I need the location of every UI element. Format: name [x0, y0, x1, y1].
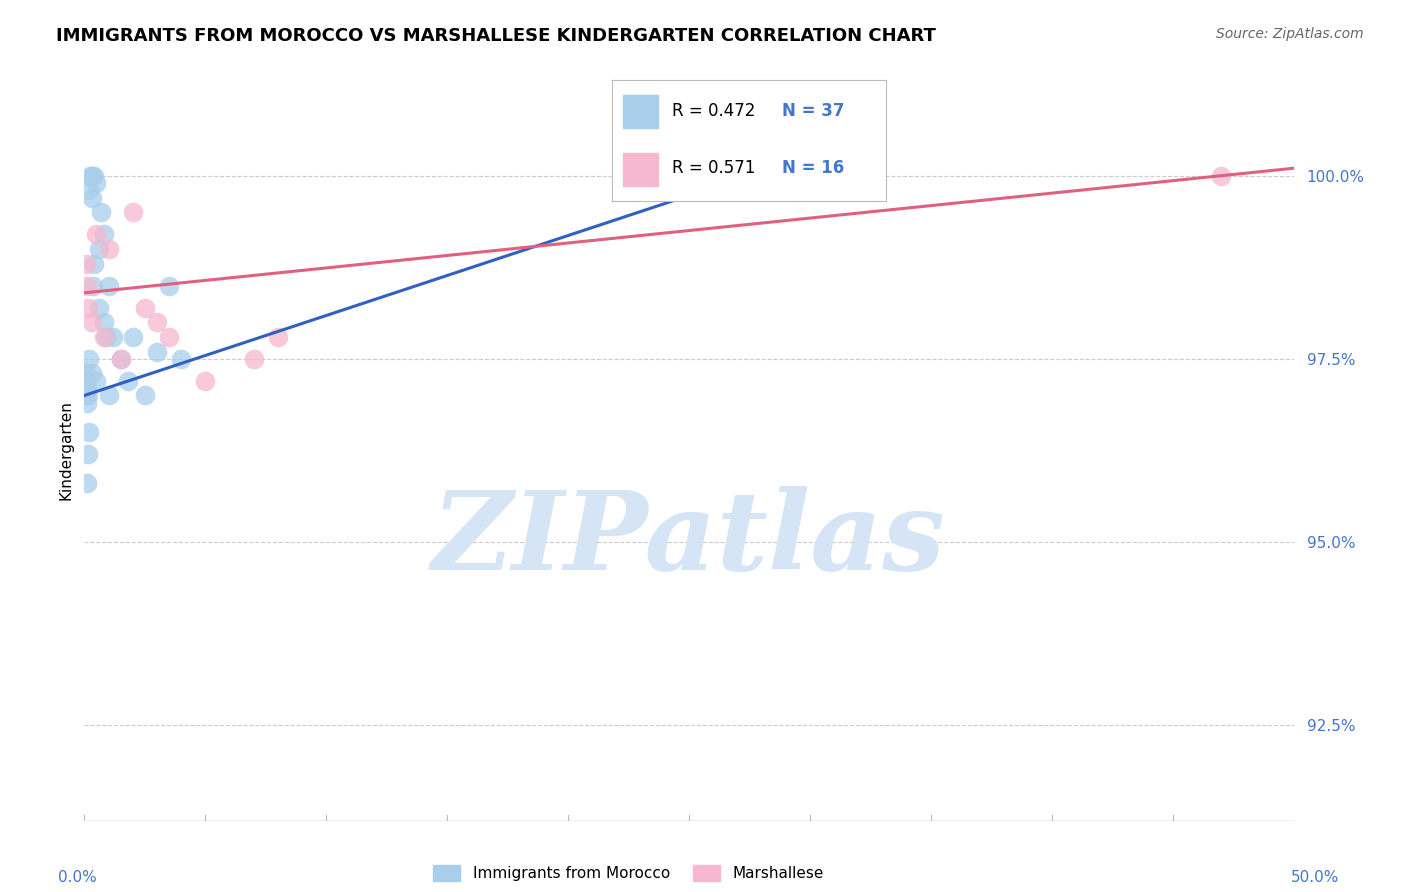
Legend: Immigrants from Morocco, Marshallese: Immigrants from Morocco, Marshallese: [427, 859, 830, 888]
Point: [75, 256, 97, 270]
Point: [725, 169, 748, 183]
Point: [94, 330, 117, 344]
Point: [121, 205, 143, 219]
Point: [117, 374, 139, 388]
Point: [170, 351, 193, 366]
Point: [97, 388, 120, 402]
Point: [77, 425, 100, 439]
Point: [82, 278, 104, 293]
Point: [75, 367, 97, 381]
Point: [134, 388, 156, 402]
Text: IMMIGRANTS FROM MOROCCO VS MARSHALLESE KINDERGARTEN CORRELATION CHART: IMMIGRANTS FROM MOROCCO VS MARSHALLESE K…: [56, 27, 936, 45]
Point: [76, 278, 98, 293]
Text: Source: ZipAtlas.com: Source: ZipAtlas.com: [1216, 27, 1364, 41]
Point: [157, 330, 180, 344]
Point: [83, 256, 105, 270]
Text: 50.0%: 50.0%: [1291, 870, 1339, 885]
Point: [194, 374, 217, 388]
Point: [77, 447, 100, 461]
Point: [79, 169, 101, 183]
Point: [103, 330, 125, 344]
Point: [77, 351, 100, 366]
Point: [77, 388, 100, 402]
Text: N = 16: N = 16: [782, 159, 844, 177]
Point: [267, 330, 290, 344]
Point: [134, 301, 156, 315]
Point: [76, 381, 98, 395]
Point: [86, 176, 108, 190]
Point: [80, 190, 103, 204]
Point: [97, 242, 120, 256]
Point: [157, 278, 180, 293]
Point: [86, 227, 108, 242]
Text: ZIPatlas: ZIPatlas: [432, 485, 946, 593]
Point: [1209, 169, 1232, 183]
Point: [110, 351, 132, 366]
Bar: [623, 153, 658, 186]
Point: [80, 315, 103, 329]
Text: 0.0%: 0.0%: [58, 870, 97, 885]
Point: [93, 227, 115, 242]
Point: [76, 396, 98, 410]
Point: [86, 374, 108, 388]
Point: [110, 351, 132, 366]
Point: [93, 330, 115, 344]
Point: [75, 388, 97, 402]
Text: R = 0.472: R = 0.472: [672, 102, 755, 120]
Point: [87, 301, 110, 315]
Point: [77, 301, 100, 315]
Point: [77, 183, 100, 197]
Point: [76, 476, 98, 491]
Point: [93, 315, 115, 329]
Point: [75, 374, 97, 388]
Point: [80, 169, 103, 183]
Y-axis label: Kindergarten: Kindergarten: [58, 401, 73, 500]
Point: [97, 278, 120, 293]
Point: [242, 351, 264, 366]
Point: [83, 169, 105, 183]
Point: [121, 330, 143, 344]
Point: [90, 205, 112, 219]
Point: [146, 315, 169, 329]
Text: N = 37: N = 37: [782, 102, 844, 120]
Bar: [623, 95, 658, 128]
Point: [146, 344, 169, 359]
Point: [80, 367, 103, 381]
Text: R = 0.571: R = 0.571: [672, 159, 755, 177]
Point: [87, 242, 110, 256]
